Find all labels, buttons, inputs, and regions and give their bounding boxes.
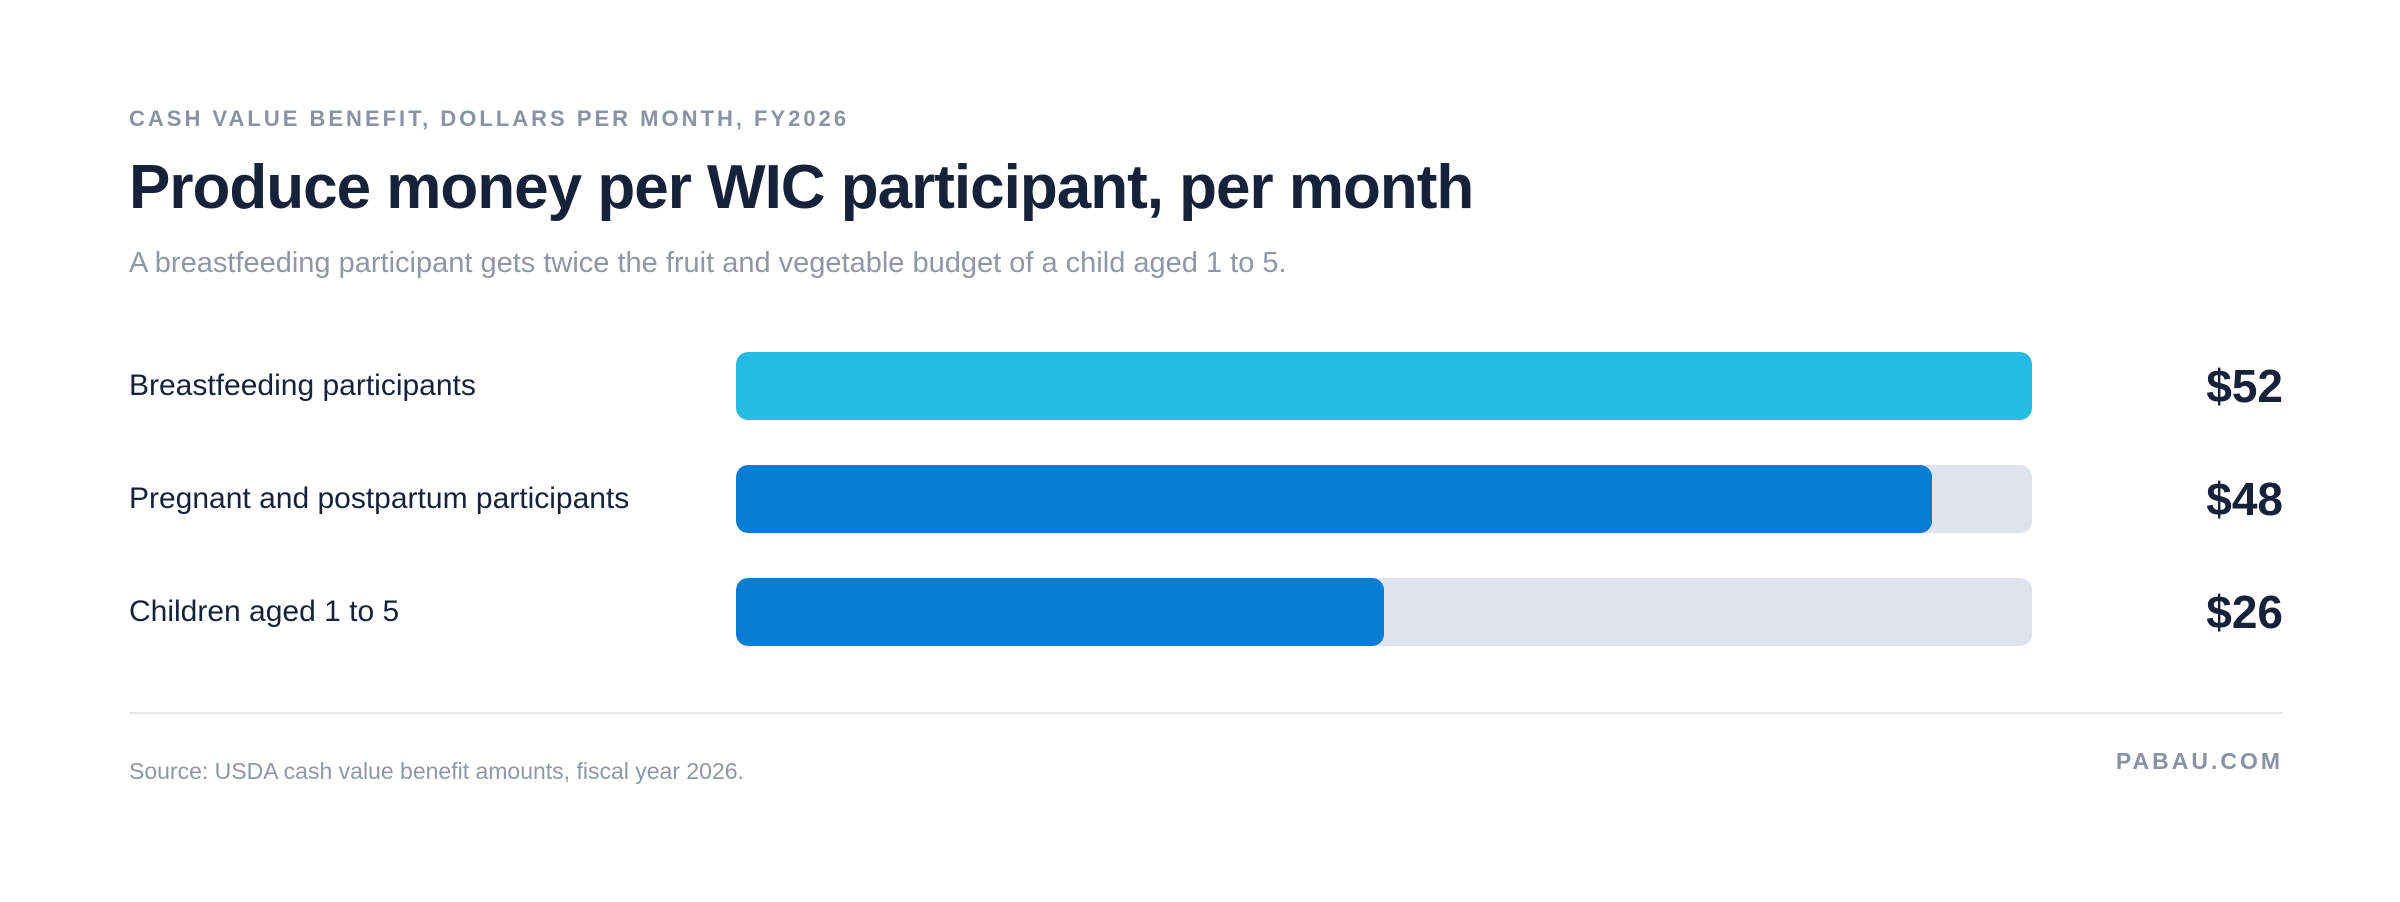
bar-track: [736, 465, 2032, 533]
category-label: Breastfeeding participants: [129, 369, 476, 402]
bar-chart: Breastfeeding participants $52 Pregnant an…: [129, 352, 2283, 652]
chart-eyebrow: CASH VALUE BENEFIT, DOLLARS PER MONTH, F…: [129, 106, 850, 131]
bar-track: [736, 578, 2032, 646]
chart-subtitle: A breastfeeding participant gets twice t…: [129, 247, 1287, 279]
bar: [736, 465, 1932, 533]
bar-row: Children aged 1 to 5 $26: [129, 578, 2283, 646]
category-label: Children aged 1 to 5: [129, 595, 400, 628]
bar: [736, 578, 1384, 646]
category-label: Pregnant and postpartum participants: [129, 482, 630, 515]
value-label: $52: [2206, 360, 2283, 412]
bar: [736, 352, 2032, 420]
bar-track: [736, 352, 2032, 420]
source-note: Source: USDA cash value benefit amounts,…: [129, 758, 744, 784]
bar-row: Pregnant and postpartum participants $48: [129, 465, 2283, 533]
brand-mark: PABAU.COM: [2115, 748, 2283, 774]
chart-card: CASH VALUE BENEFIT, DOLLARS PER MONTH, F…: [129, 0, 2283, 902]
bar-row: Breastfeeding participants $52: [129, 352, 2283, 420]
value-label: $26: [2206, 586, 2283, 638]
footer-divider: [129, 712, 2283, 714]
chart-title: Produce money per WIC participant, per m…: [129, 153, 1474, 222]
value-label: $48: [2206, 473, 2283, 525]
